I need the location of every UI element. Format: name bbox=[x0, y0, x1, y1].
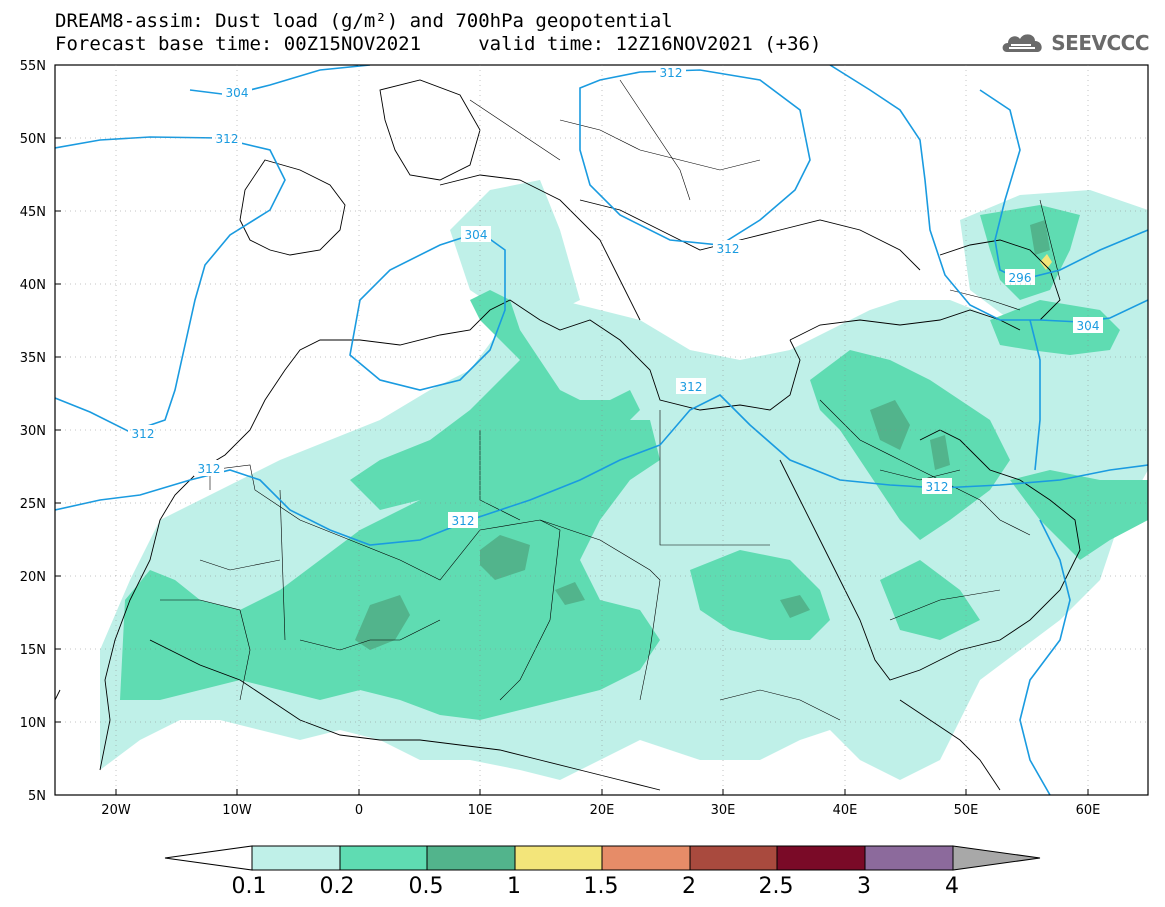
lat-label: 45N bbox=[20, 205, 46, 220]
colorbar-labels: 0.1 0.2 0.5 1 1.5 2 2.5 3 4 bbox=[232, 874, 960, 899]
contour-label-text: 312 bbox=[452, 514, 475, 528]
lat-label: 25N bbox=[20, 497, 46, 512]
map-title: DREAM8-assim: Dust load (g/m²) and 700hP… bbox=[55, 10, 673, 32]
contour-label: 312 bbox=[656, 65, 686, 80]
cloud-logo-icon bbox=[1002, 34, 1042, 52]
dust-shading-high bbox=[355, 220, 1050, 650]
lon-label: 40E bbox=[833, 803, 858, 818]
colorbar bbox=[164, 845, 1041, 871]
contour-label-text: 312 bbox=[717, 242, 740, 256]
lon-label: 10W bbox=[222, 803, 252, 818]
lon-label: 10E bbox=[468, 803, 493, 818]
contour-label: 304 bbox=[461, 226, 491, 242]
contour-label-text: 296 bbox=[1009, 271, 1032, 285]
colorbar-swatch bbox=[426, 845, 516, 871]
contour-label: 312 bbox=[448, 512, 478, 528]
colorbar-label: 2 bbox=[682, 874, 696, 899]
contour-label-text: 312 bbox=[926, 480, 949, 494]
seevccc-logo: SEEVCCC bbox=[999, 28, 1149, 58]
contour-label-text: 312 bbox=[680, 380, 703, 394]
logo-text: SEEVCCC bbox=[1051, 31, 1149, 55]
contour-label-text: 304 bbox=[226, 86, 249, 100]
contour-label-text: 312 bbox=[132, 427, 155, 441]
colorbar-label: 2.5 bbox=[759, 874, 794, 899]
contour-label: 304 bbox=[222, 84, 252, 100]
colorbar-swatch bbox=[251, 845, 341, 871]
colorbar-label: 4 bbox=[945, 874, 959, 899]
contour-labels: 304 312 312 312 304 312 312 312 296 304 … bbox=[128, 65, 1103, 528]
lon-label: 0 bbox=[355, 803, 363, 818]
contour-label: 296 bbox=[1005, 269, 1035, 285]
contour-label: 312 bbox=[212, 130, 242, 146]
colorbar-swatch bbox=[601, 845, 691, 871]
lon-label: 60E bbox=[1076, 803, 1101, 818]
colorbar-label: 0.5 bbox=[409, 874, 444, 899]
colorbar-swatch bbox=[689, 845, 778, 871]
latitude-labels: 55N 50N 45N 40N 35N 30N 25N 20N 15N 10N … bbox=[20, 59, 46, 804]
contour-label: 312 bbox=[194, 460, 224, 476]
lat-label: 40N bbox=[20, 278, 46, 293]
lon-label: 30E bbox=[711, 803, 736, 818]
longitude-labels: 20W 10W 0 10E 20E 30E 40E 50E 60E bbox=[101, 803, 1100, 818]
colorbar-label: 0.2 bbox=[320, 874, 355, 899]
colorbar-swatch bbox=[514, 845, 603, 871]
country-borders bbox=[160, 79, 1061, 721]
lat-label: 50N bbox=[20, 132, 46, 147]
lat-label: 35N bbox=[20, 351, 46, 366]
contour-label-text: 312 bbox=[198, 462, 221, 476]
lon-label: 50E bbox=[954, 803, 979, 818]
colorbar-swatch bbox=[952, 845, 1041, 871]
contour-label: 312 bbox=[128, 425, 158, 441]
colorbar-swatch bbox=[164, 845, 253, 871]
contour-label-text: 312 bbox=[660, 66, 683, 80]
lat-label: 55N bbox=[20, 59, 46, 74]
lat-label: 20N bbox=[20, 570, 46, 585]
lat-label: 30N bbox=[20, 424, 46, 439]
lon-label: 20W bbox=[101, 803, 131, 818]
graticule bbox=[55, 65, 1148, 795]
lon-label: 20E bbox=[590, 803, 615, 818]
contour-label-text: 312 bbox=[216, 132, 239, 146]
axis-ticks bbox=[55, 64, 1089, 796]
colorbar-swatch bbox=[339, 845, 428, 871]
map-area: 304 312 312 312 304 312 312 312 296 304 … bbox=[55, 65, 1148, 795]
forecast-time: Forecast base time: 00Z15NOV2021 valid t… bbox=[55, 33, 822, 55]
contour-label-text: 304 bbox=[465, 228, 488, 242]
lat-label: 15N bbox=[20, 643, 46, 658]
colorbar-label: 1 bbox=[507, 874, 521, 899]
dust-peak-patch bbox=[1040, 254, 1052, 270]
colorbar-swatch bbox=[776, 845, 866, 871]
lat-label: 5N bbox=[28, 789, 46, 804]
contour-label: 312 bbox=[922, 478, 952, 494]
colorbar-label: 1.5 bbox=[584, 874, 619, 899]
colorbar-swatch bbox=[864, 845, 954, 871]
contour-label: 312 bbox=[676, 378, 706, 394]
colorbar-label: 0.1 bbox=[232, 874, 267, 899]
contour-label: 312 bbox=[713, 240, 743, 256]
colorbar-label: 3 bbox=[857, 874, 871, 899]
lat-label: 10N bbox=[20, 716, 46, 731]
